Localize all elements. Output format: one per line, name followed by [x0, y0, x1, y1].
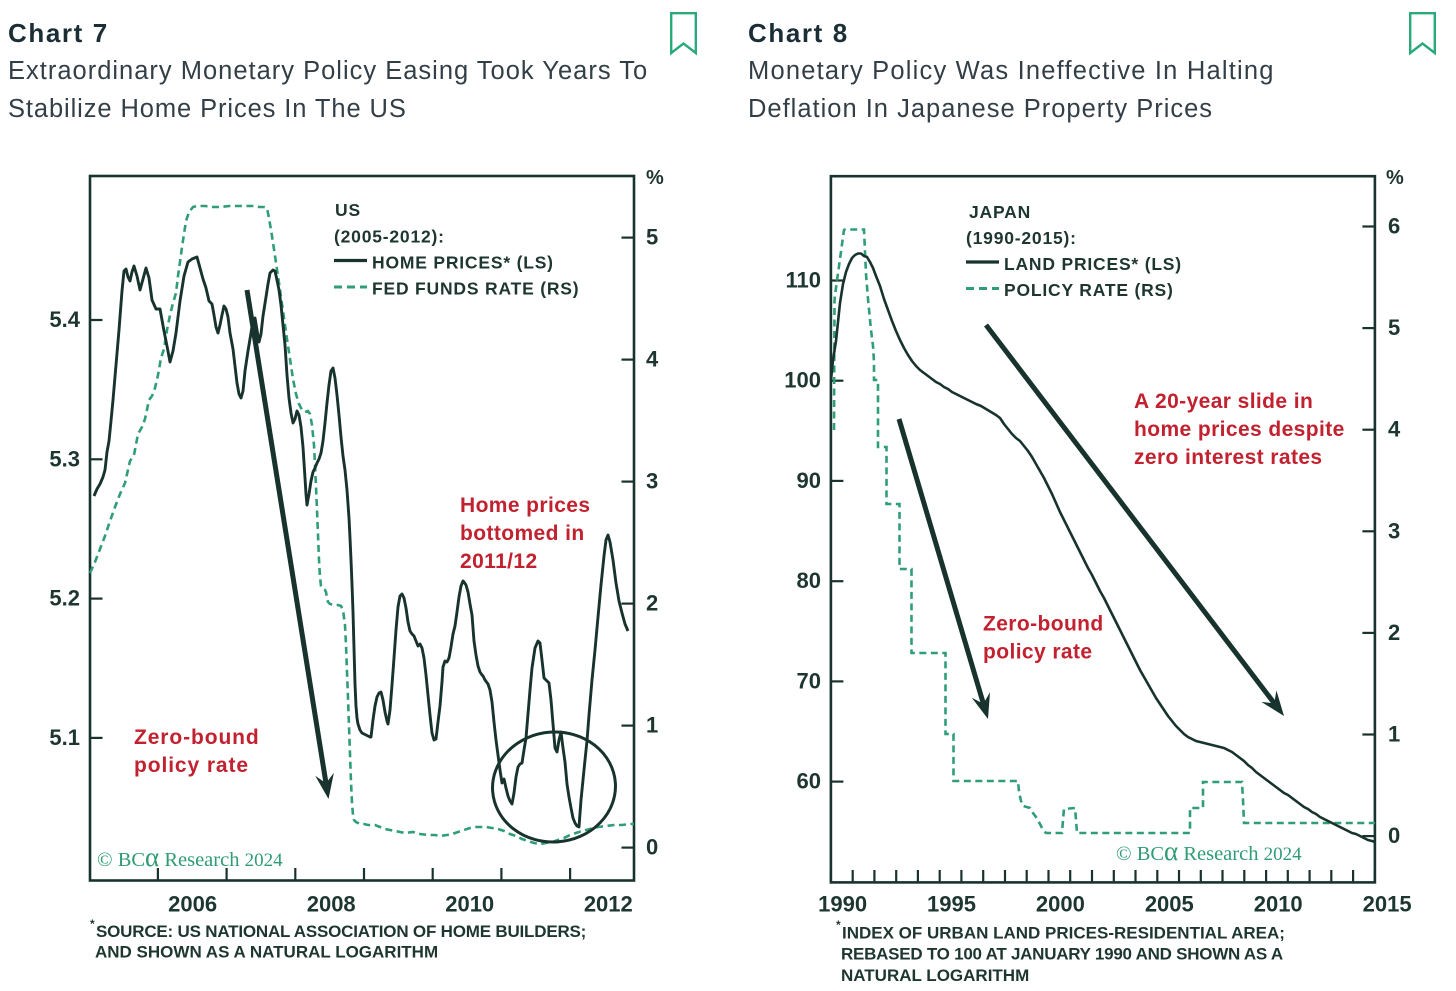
svg-text:2: 2	[646, 591, 658, 616]
svg-text:Zero-bound: Zero-bound	[983, 613, 1104, 636]
svg-text:Zero-bound: Zero-bound	[134, 726, 260, 749]
svg-text:0: 0	[1388, 823, 1400, 848]
svg-text:1: 1	[1388, 722, 1400, 747]
svg-text:110: 110	[786, 268, 822, 293]
svg-text:5.4: 5.4	[49, 307, 80, 332]
svg-text:Chart 8: Chart 8	[748, 18, 849, 48]
svg-text:4: 4	[646, 347, 659, 372]
svg-text:NATURAL LOGARITHM: NATURAL LOGARITHM	[841, 966, 1029, 985]
svg-text:US: US	[335, 200, 361, 220]
svg-text:policy rate: policy rate	[134, 754, 249, 777]
svg-text:policy rate: policy rate	[983, 641, 1092, 664]
svg-text:JAPAN: JAPAN	[969, 202, 1031, 222]
svg-text:5.1: 5.1	[49, 725, 80, 750]
svg-text:zero interest rates: zero interest rates	[1134, 446, 1323, 469]
svg-text:INDEX OF URBAN LAND PRICES-RES: INDEX OF URBAN LAND PRICES-RESIDENTIAL A…	[842, 924, 1285, 943]
svg-text:5: 5	[646, 225, 658, 250]
svg-text:home prices despite: home prices despite	[1134, 418, 1345, 441]
svg-text:5: 5	[1388, 315, 1400, 340]
svg-text:5.2: 5.2	[49, 586, 80, 611]
svg-text:Monetary Policy Was Ineffectiv: Monetary Policy Was Ineffective In Halti…	[748, 57, 1275, 85]
svg-text:HOME PRICES* (LS): HOME PRICES* (LS)	[372, 253, 554, 273]
svg-text:2012: 2012	[584, 892, 633, 917]
svg-text:%: %	[646, 167, 664, 189]
svg-text:%: %	[1386, 167, 1404, 189]
svg-text:2015: 2015	[1363, 892, 1412, 917]
svg-text:Deflation In Japanese Property: Deflation In Japanese Property Prices	[748, 95, 1213, 123]
svg-text:70: 70	[797, 668, 821, 693]
svg-text:(1990-2015):: (1990-2015):	[966, 228, 1077, 248]
svg-text:1990: 1990	[818, 892, 867, 917]
svg-text:2008: 2008	[307, 892, 356, 917]
svg-text:A 20-year slide in: A 20-year slide in	[1134, 390, 1313, 413]
svg-text:Extraordinary Monetary Policy: Extraordinary Monetary Policy Easing Too…	[8, 57, 648, 85]
svg-text:Stabilize Home Prices In The U: Stabilize Home Prices In The US	[8, 95, 407, 123]
svg-text:6: 6	[1388, 214, 1400, 239]
svg-text:90: 90	[797, 468, 821, 493]
svg-text:2: 2	[1388, 620, 1400, 645]
svg-text:FED FUNDS RATE (RS): FED FUNDS RATE (RS)	[372, 279, 579, 299]
svg-text:(2005-2012):: (2005-2012):	[334, 227, 445, 247]
svg-text:4: 4	[1388, 417, 1401, 442]
svg-text:SOURCE: US NATIONAL ASSOCIATIO: SOURCE: US NATIONAL ASSOCIATION OF HOME …	[96, 922, 586, 941]
svg-text:1995: 1995	[927, 892, 976, 917]
svg-text:3: 3	[646, 469, 658, 494]
svg-text:0: 0	[646, 835, 658, 860]
svg-text:2010: 2010	[445, 892, 494, 917]
svg-text:POLICY RATE (RS): POLICY RATE (RS)	[1004, 280, 1174, 300]
svg-text:2010: 2010	[1254, 892, 1303, 917]
svg-text:100: 100	[784, 368, 821, 393]
svg-text:5.3: 5.3	[49, 446, 80, 471]
svg-text:2011/12: 2011/12	[460, 550, 538, 573]
svg-text:*: *	[90, 917, 95, 931]
svg-text:bottomed in: bottomed in	[460, 522, 585, 545]
svg-text:80: 80	[797, 568, 821, 593]
svg-text:60: 60	[797, 769, 821, 794]
svg-text:2006: 2006	[168, 892, 217, 917]
svg-text:Chart 7: Chart 7	[8, 18, 109, 48]
svg-text:1: 1	[646, 713, 658, 738]
svg-text:*: *	[836, 918, 841, 932]
svg-text:3: 3	[1388, 518, 1400, 543]
svg-text:2000: 2000	[1036, 892, 1085, 917]
svg-text:REBASED TO 100 AT JANUARY 1990: REBASED TO 100 AT JANUARY 1990 AND SHOWN…	[841, 945, 1283, 964]
svg-text:LAND PRICES* (LS): LAND PRICES* (LS)	[1004, 254, 1182, 274]
svg-text:AND SHOWN AS A NATURAL LOGARIT: AND SHOWN AS A NATURAL LOGARITHM	[95, 943, 438, 962]
svg-text:Home prices: Home prices	[460, 494, 590, 517]
svg-text:2005: 2005	[1145, 892, 1194, 917]
